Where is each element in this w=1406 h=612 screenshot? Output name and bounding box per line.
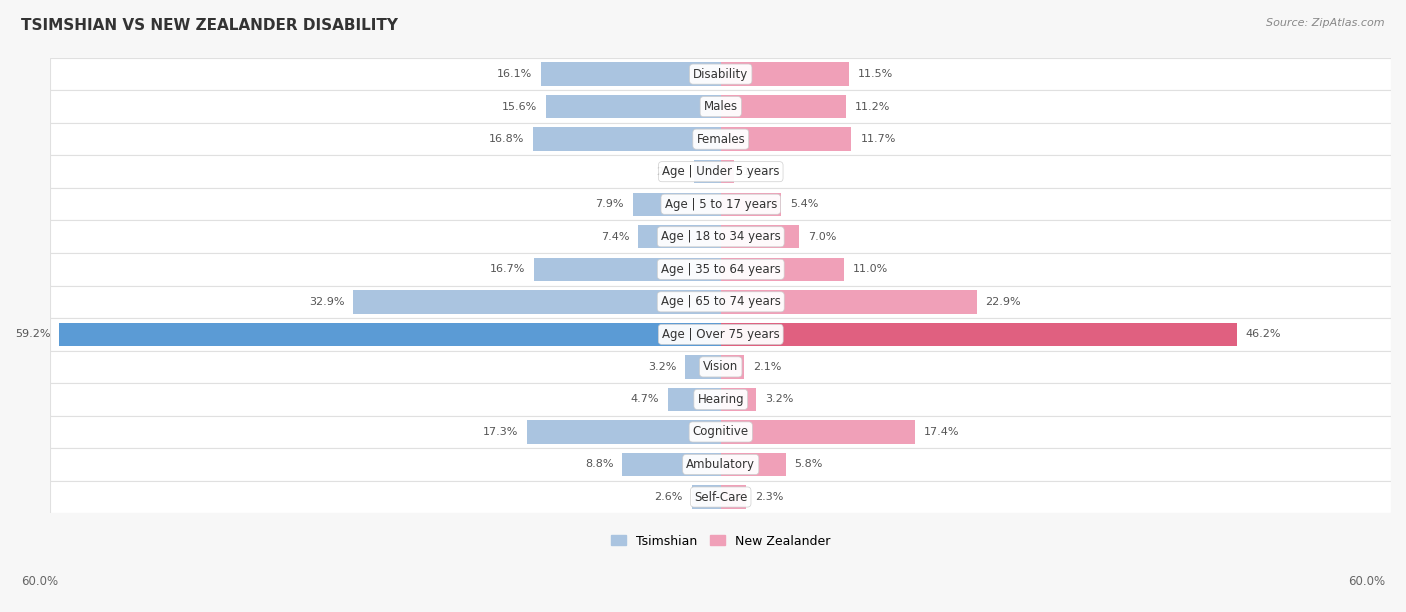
Bar (721, 127, 852, 151)
Text: 16.7%: 16.7% (489, 264, 526, 274)
Text: 17.4%: 17.4% (924, 427, 959, 437)
Text: 22.9%: 22.9% (986, 297, 1021, 307)
Bar (721, 290, 977, 313)
Bar (721, 193, 782, 216)
Text: 5.8%: 5.8% (794, 460, 823, 469)
Text: Age | 65 to 74 years: Age | 65 to 74 years (661, 296, 780, 308)
Bar (721, 420, 915, 444)
Bar (51, 253, 1391, 286)
Bar (51, 188, 1391, 220)
Bar (721, 323, 1237, 346)
Text: 11.5%: 11.5% (858, 69, 893, 79)
Legend: Tsimshian, New Zealander: Tsimshian, New Zealander (606, 529, 835, 553)
Text: 60.0%: 60.0% (21, 575, 58, 588)
Text: 32.9%: 32.9% (309, 297, 344, 307)
Text: Age | 35 to 64 years: Age | 35 to 64 years (661, 263, 780, 276)
Text: Disability: Disability (693, 67, 748, 81)
Bar (541, 62, 721, 86)
Text: 5.4%: 5.4% (790, 200, 818, 209)
Text: 11.7%: 11.7% (860, 134, 896, 144)
Bar (692, 485, 721, 509)
Text: Vision: Vision (703, 360, 738, 373)
Bar (51, 351, 1391, 383)
Bar (51, 91, 1391, 123)
Text: Source: ZipAtlas.com: Source: ZipAtlas.com (1267, 18, 1385, 28)
Text: 2.4%: 2.4% (657, 166, 685, 177)
Bar (668, 388, 721, 411)
Bar (633, 193, 721, 216)
Text: Females: Females (696, 133, 745, 146)
Bar (59, 323, 721, 346)
Bar (51, 58, 1391, 91)
Bar (685, 355, 721, 379)
Bar (721, 355, 744, 379)
Bar (51, 318, 1391, 351)
Bar (51, 416, 1391, 448)
Text: 3.2%: 3.2% (648, 362, 676, 372)
Bar (534, 258, 721, 281)
Text: 7.0%: 7.0% (808, 232, 837, 242)
Bar (721, 160, 734, 184)
Text: 17.3%: 17.3% (484, 427, 519, 437)
Text: Self-Care: Self-Care (695, 491, 748, 504)
Bar (353, 290, 721, 313)
Bar (527, 420, 721, 444)
Bar (721, 453, 786, 476)
Bar (547, 95, 721, 118)
Text: 15.6%: 15.6% (502, 102, 537, 111)
Text: 16.8%: 16.8% (489, 134, 524, 144)
Bar (721, 225, 799, 248)
Text: 2.6%: 2.6% (654, 492, 683, 502)
Bar (51, 481, 1391, 513)
Text: Hearing: Hearing (697, 393, 744, 406)
Bar (51, 383, 1391, 416)
Text: 2.1%: 2.1% (754, 362, 782, 372)
Text: 2.3%: 2.3% (755, 492, 783, 502)
Text: 7.4%: 7.4% (600, 232, 628, 242)
Text: Males: Males (703, 100, 738, 113)
Bar (721, 95, 846, 118)
Text: 4.7%: 4.7% (631, 394, 659, 405)
Text: 59.2%: 59.2% (15, 329, 51, 340)
Bar (533, 127, 721, 151)
Text: 7.9%: 7.9% (595, 200, 624, 209)
Text: Age | 18 to 34 years: Age | 18 to 34 years (661, 230, 780, 243)
Bar (695, 160, 721, 184)
Bar (721, 62, 849, 86)
Bar (51, 123, 1391, 155)
Bar (51, 286, 1391, 318)
Bar (721, 258, 844, 281)
Text: 16.1%: 16.1% (496, 69, 531, 79)
Bar (51, 220, 1391, 253)
Text: Age | Under 5 years: Age | Under 5 years (662, 165, 779, 178)
Text: 60.0%: 60.0% (1348, 575, 1385, 588)
Bar (51, 155, 1391, 188)
Bar (721, 485, 747, 509)
Text: Ambulatory: Ambulatory (686, 458, 755, 471)
Bar (721, 388, 756, 411)
Text: Age | Over 75 years: Age | Over 75 years (662, 328, 779, 341)
Text: 11.0%: 11.0% (852, 264, 887, 274)
Text: Age | 5 to 17 years: Age | 5 to 17 years (665, 198, 778, 211)
Text: 3.2%: 3.2% (765, 394, 794, 405)
Text: 1.2%: 1.2% (744, 166, 772, 177)
Text: 11.2%: 11.2% (855, 102, 890, 111)
Bar (638, 225, 721, 248)
Bar (51, 448, 1391, 481)
Text: 8.8%: 8.8% (585, 460, 613, 469)
Text: TSIMSHIAN VS NEW ZEALANDER DISABILITY: TSIMSHIAN VS NEW ZEALANDER DISABILITY (21, 18, 398, 34)
Text: Cognitive: Cognitive (693, 425, 749, 438)
Text: 46.2%: 46.2% (1246, 329, 1281, 340)
Bar (623, 453, 721, 476)
